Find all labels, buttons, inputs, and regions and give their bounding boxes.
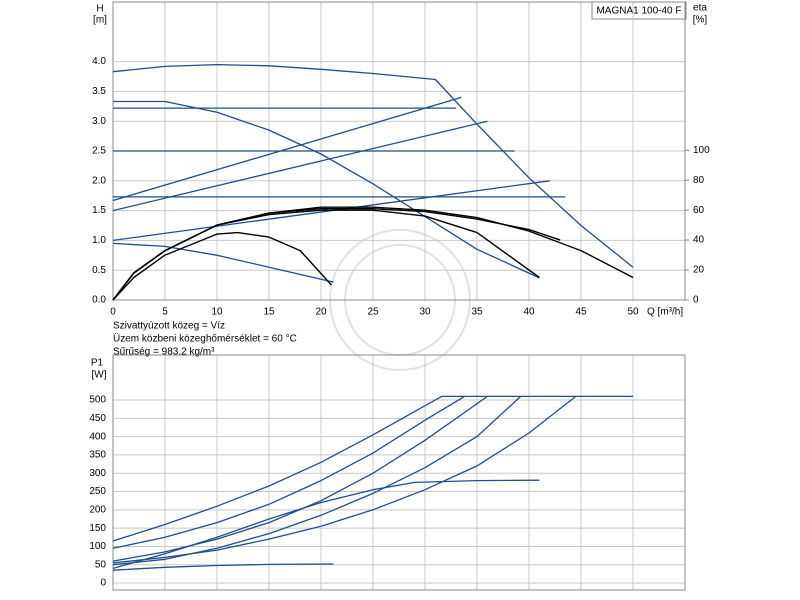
y-tick-label: 4.0: [92, 56, 106, 67]
y-tick-label: 0.0: [92, 295, 106, 306]
curve: [112, 395, 488, 562]
x-tick-label: 20: [315, 307, 327, 318]
x-tick-label: 15: [263, 307, 275, 318]
x-tick-label: 30: [419, 307, 431, 318]
curve: [113, 100, 540, 279]
curve: [112, 395, 465, 549]
y2-tick-label: 0: [693, 295, 699, 306]
y-tick-label: 400: [89, 431, 106, 442]
y-tick-label: 1.5: [92, 205, 106, 216]
y-tick-label: 450: [89, 413, 106, 424]
y-tick-label: 2.0: [92, 175, 106, 186]
y-tick-label: 200: [89, 504, 106, 515]
y-tick-label: 3.5: [92, 86, 106, 97]
x-tick-label: 0: [110, 307, 116, 318]
y-tick-label: 0: [100, 578, 106, 589]
y-label: H: [96, 4, 103, 15]
y2-tick-label: 20: [693, 265, 705, 276]
y-tick-label: 3.0: [92, 116, 106, 127]
y-tick-label: 300: [89, 468, 106, 479]
curve: [112, 563, 334, 571]
note: Sűrűség = 983.2 kg/m³: [113, 347, 215, 358]
curve: [112, 395, 522, 566]
y-unit: [W]: [92, 370, 107, 381]
y2-tick-label: 60: [693, 205, 705, 216]
y-tick-label: 1.0: [92, 235, 106, 246]
y-tick-label: 250: [89, 486, 106, 497]
x-tick-label: 50: [627, 307, 639, 318]
y-tick-label: 500: [89, 395, 106, 406]
x-tick-label: 35: [471, 307, 483, 318]
y-label: P1: [91, 358, 104, 369]
y-tick-label: 350: [89, 450, 106, 461]
y-tick-label: 100: [89, 541, 106, 552]
x-tick-label: 5: [162, 307, 168, 318]
y-tick-label: 0.5: [92, 265, 106, 276]
x-tick-label: 45: [575, 307, 587, 318]
curve: [112, 395, 633, 542]
curve: [112, 242, 334, 283]
note: Szivattyúzott közeg = Víz: [113, 321, 225, 332]
curve: [112, 96, 462, 202]
note: Üzem közbeni közeghőmérséklet = 60 °C: [113, 333, 297, 345]
y2-tick-label: 40: [693, 235, 705, 246]
x-label: Q [m³/h]: [647, 307, 683, 318]
y-tick-label: 150: [89, 523, 106, 534]
x-tick-label: 40: [523, 307, 535, 318]
y2-tick-label: 80: [693, 175, 705, 186]
curve: [112, 231, 332, 301]
chart-title: MAGNA1 100-40 F: [596, 6, 681, 17]
curve: [112, 209, 540, 301]
curve: [112, 208, 561, 301]
curve: [112, 63, 634, 268]
y2-unit: [%]: [693, 15, 708, 26]
y-tick-label: 50: [95, 559, 107, 570]
curve: [112, 479, 540, 570]
curve: [112, 395, 577, 564]
y2-label: eta: [693, 3, 707, 14]
plot-frame: [112, 354, 686, 591]
y-unit: [m]: [93, 15, 107, 26]
x-tick-label: 25: [367, 307, 379, 318]
curve: [112, 120, 488, 212]
y2-tick-label: 100: [693, 145, 710, 156]
x-tick-label: 10: [211, 307, 223, 318]
y-tick-label: 2.5: [92, 146, 106, 157]
